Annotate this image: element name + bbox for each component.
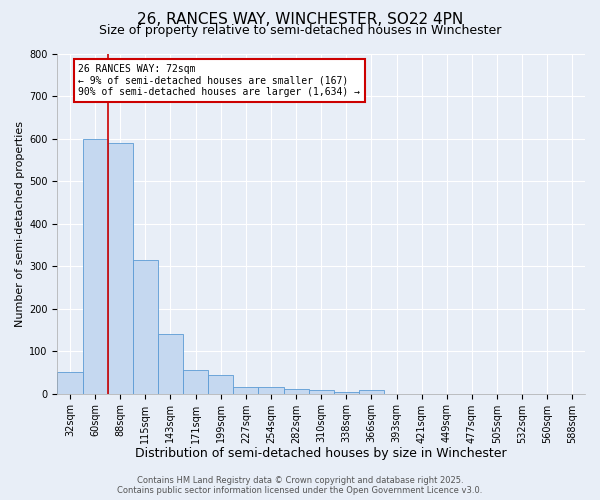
Text: 26 RANCES WAY: 72sqm
← 9% of semi-detached houses are smaller (167)
90% of semi-: 26 RANCES WAY: 72sqm ← 9% of semi-detach…: [79, 64, 361, 98]
X-axis label: Distribution of semi-detached houses by size in Winchester: Distribution of semi-detached houses by …: [136, 447, 507, 460]
Bar: [359, 390, 384, 394]
Bar: [208, 376, 233, 394]
Bar: [308, 390, 334, 394]
Bar: [259, 387, 284, 394]
Bar: [83, 139, 107, 394]
Bar: [133, 260, 158, 394]
Bar: [334, 392, 359, 394]
Bar: [183, 370, 208, 394]
Bar: [284, 390, 308, 394]
Bar: [158, 334, 183, 394]
Text: Size of property relative to semi-detached houses in Winchester: Size of property relative to semi-detach…: [99, 24, 501, 37]
Bar: [107, 143, 133, 394]
Y-axis label: Number of semi-detached properties: Number of semi-detached properties: [15, 121, 25, 327]
Bar: [58, 372, 83, 394]
Text: Contains HM Land Registry data © Crown copyright and database right 2025.
Contai: Contains HM Land Registry data © Crown c…: [118, 476, 482, 495]
Text: 26, RANCES WAY, WINCHESTER, SO22 4PN: 26, RANCES WAY, WINCHESTER, SO22 4PN: [137, 12, 463, 28]
Bar: [233, 387, 259, 394]
